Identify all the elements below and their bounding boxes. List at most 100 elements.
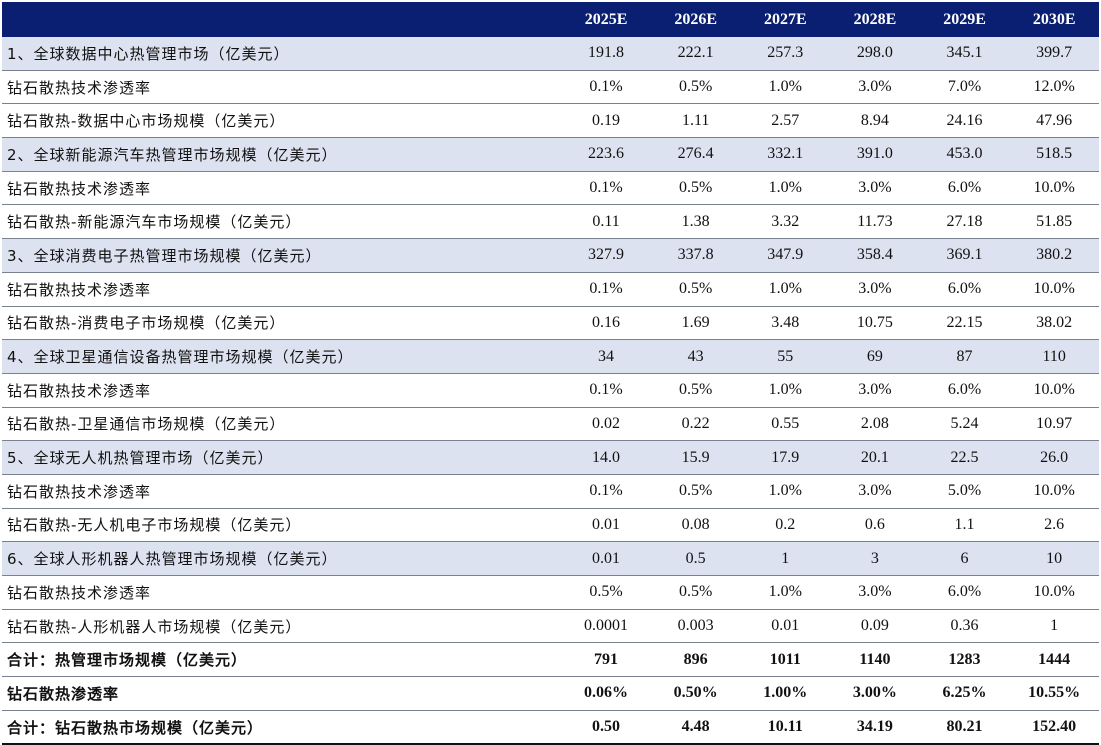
cell-2030e: 10.97 xyxy=(1009,407,1099,442)
cell-2029e: 22.5 xyxy=(919,440,1010,475)
cell-2025e: 0.11 xyxy=(561,204,651,240)
cell-2030e: 2.6 xyxy=(1009,508,1099,543)
cell-2029e: 22.15 xyxy=(919,306,1010,341)
table-row: 钻石散热-卫星通信市场规模（亿美元） 0.02 0.22 0.55 2.08 5.24 10… xyxy=(2,407,1099,442)
cell-2029e: 6.0% xyxy=(919,575,1010,610)
section-row: 6、全球人形机器人热管理市场规模（亿美元） 0.01 0.5 1 3 6 10 xyxy=(2,541,1099,576)
cell-2025e: 791 xyxy=(561,642,651,678)
cell-2026e: 896 xyxy=(650,642,741,678)
cell-2030e: 1 xyxy=(1009,609,1099,644)
cell-2028e: 8.94 xyxy=(830,103,920,139)
cell-2029e: 5.24 xyxy=(919,407,1010,442)
cell-2028e: 3 xyxy=(830,541,920,576)
cell-2027e: 10.11 xyxy=(740,710,831,745)
cell-2028e: 34.19 xyxy=(830,710,920,745)
cell-2030e: 10.0% xyxy=(1009,373,1099,408)
cell-2028e: 3.0% xyxy=(830,474,920,509)
table-row: 钻石散热技术渗透率 0.1% 0.5% 1.0% 3.0% 6.0% 10.0% xyxy=(2,171,1099,206)
cell-2028e: 298.0 xyxy=(830,37,920,71)
cell-2027e: 0.2 xyxy=(740,508,831,543)
cell-2027e: 1.00% xyxy=(740,676,831,711)
table-body: 1、全球数据中心热管理市场（亿美元） 191.8 222.1 257.3 298.0 34… xyxy=(2,37,1099,745)
cell-2028e: 3.0% xyxy=(830,575,920,610)
row-label: 钻石散热技术渗透率 xyxy=(2,373,562,408)
row-label: 2、全球新能源汽车热管理市场规模（亿美元） xyxy=(2,137,562,172)
cell-2030e: 10.0% xyxy=(1009,171,1099,206)
cell-2026e: 43 xyxy=(650,339,741,374)
cell-2026e: 1.38 xyxy=(650,204,741,240)
total-row: 合计：钻石散热市场规模（亿美元） 0.50 4.48 10.11 34.19 80.21 1… xyxy=(2,710,1099,745)
cell-2027e: 257.3 xyxy=(740,37,831,71)
cell-2026e: 0.5% xyxy=(650,474,741,509)
cell-2028e: 358.4 xyxy=(830,238,920,273)
row-label: 钻石散热-消费电子市场规模（亿美元） xyxy=(2,306,562,341)
table-row: 钻石散热-新能源汽车市场规模（亿美元） 0.11 1.38 3.32 11.73 27.1… xyxy=(2,204,1099,240)
cell-2025e: 191.8 xyxy=(561,37,651,71)
cell-2029e: 345.1 xyxy=(919,37,1010,71)
cell-2028e: 20.1 xyxy=(830,440,920,475)
section-row: 5、全球无人机热管理市场（亿美元） 14.0 15.9 17.9 20.1 22.5 26.… xyxy=(2,440,1099,475)
cell-2030e: 10.0% xyxy=(1009,272,1099,307)
cell-2028e: 0.09 xyxy=(830,609,920,644)
cell-2026e: 0.5% xyxy=(650,171,741,206)
cell-2025e: 327.9 xyxy=(561,238,651,273)
row-label: 钻石散热技术渗透率 xyxy=(2,70,562,105)
cell-2029e: 6 xyxy=(919,541,1010,576)
cell-2025e: 14.0 xyxy=(561,440,651,475)
cell-2026e: 0.5% xyxy=(650,70,741,105)
row-label: 1、全球数据中心热管理市场（亿美元） xyxy=(2,37,562,71)
cell-2030e: 38.02 xyxy=(1009,306,1099,341)
cell-2026e: 0.5% xyxy=(650,373,741,408)
cell-2025e: 0.50 xyxy=(561,710,651,745)
row-label: 钻石散热渗透率 xyxy=(2,676,562,711)
cell-2026e: 0.5 xyxy=(650,541,741,576)
row-label: 合计：钻石散热市场规模（亿美元） xyxy=(2,710,562,745)
cell-2026e: 276.4 xyxy=(650,137,741,172)
cell-2028e: 2.08 xyxy=(830,407,920,442)
cell-2028e: 3.0% xyxy=(830,171,920,206)
cell-2028e: 0.6 xyxy=(830,508,920,543)
cell-2030e: 380.2 xyxy=(1009,238,1099,273)
section-row: 4、全球卫星通信设备热管理市场规模（亿美元） 34 43 55 69 87 110 xyxy=(2,339,1099,374)
cell-2030e: 10.55% xyxy=(1009,676,1099,711)
row-label: 5、全球无人机热管理市场（亿美元） xyxy=(2,440,562,475)
section-row: 2、全球新能源汽车热管理市场规模（亿美元） 223.6 276.4 332.1 391.… xyxy=(2,137,1099,172)
cell-2027e: 3.48 xyxy=(740,306,831,341)
cell-2028e: 3.00% xyxy=(830,676,920,711)
cell-2026e: 0.08 xyxy=(650,508,741,543)
cell-2030e: 110 xyxy=(1009,339,1099,374)
cell-2028e: 3.0% xyxy=(830,70,920,105)
cell-2027e: 1.0% xyxy=(740,70,831,105)
cell-2025e: 223.6 xyxy=(561,137,651,172)
row-label: 钻石散热技术渗透率 xyxy=(2,171,562,206)
row-label: 钻石散热-人形机器人市场规模（亿美元） xyxy=(2,609,562,644)
cell-2029e: 27.18 xyxy=(919,204,1010,240)
cell-2025e: 0.02 xyxy=(561,407,651,442)
cell-2027e: 347.9 xyxy=(740,238,831,273)
cell-2025e: 34 xyxy=(561,339,651,374)
table-header: 2025E 2026E 2027E 2028E 2029E 2030E xyxy=(2,2,1099,37)
cell-2026e: 0.22 xyxy=(650,407,741,442)
row-label: 钻石散热-数据中心市场规模（亿美元） xyxy=(2,103,562,139)
row-label: 钻石散热-新能源汽车市场规模（亿美元） xyxy=(2,204,562,240)
cell-2028e: 3.0% xyxy=(830,373,920,408)
table-row: 钻石散热-无人机电子市场规模（亿美元） 0.01 0.08 0.2 0.6 1.1 2.6 xyxy=(2,508,1099,543)
cell-2029e: 0.36 xyxy=(919,609,1010,644)
cell-2029e: 24.16 xyxy=(919,103,1010,139)
year-header-2026: 2026E xyxy=(650,2,741,37)
row-label: 4、全球卫星通信设备热管理市场规模（亿美元） xyxy=(2,339,562,374)
cell-2027e: 0.01 xyxy=(740,609,831,644)
cell-2026e: 1.69 xyxy=(650,306,741,341)
header-row: 2025E 2026E 2027E 2028E 2029E 2030E xyxy=(2,2,1099,37)
table-row: 钻石散热-消费电子市场规模（亿美元） 0.16 1.69 3.48 10.75 22.15… xyxy=(2,306,1099,341)
row-label: 合计：热管理市场规模（亿美元） xyxy=(2,642,562,678)
cell-2030e: 26.0 xyxy=(1009,440,1099,475)
cell-2029e: 6.0% xyxy=(919,373,1010,408)
cell-2028e: 11.73 xyxy=(830,204,920,240)
cell-2030e: 10.0% xyxy=(1009,474,1099,509)
year-header-2028: 2028E xyxy=(830,2,920,37)
table-row: 钻石散热技术渗透率 0.1% 0.5% 1.0% 3.0% 6.0% 10.0% xyxy=(2,272,1099,307)
total-row: 合计：热管理市场规模（亿美元） 791 896 1011 1140 1283 1444 xyxy=(2,642,1099,678)
